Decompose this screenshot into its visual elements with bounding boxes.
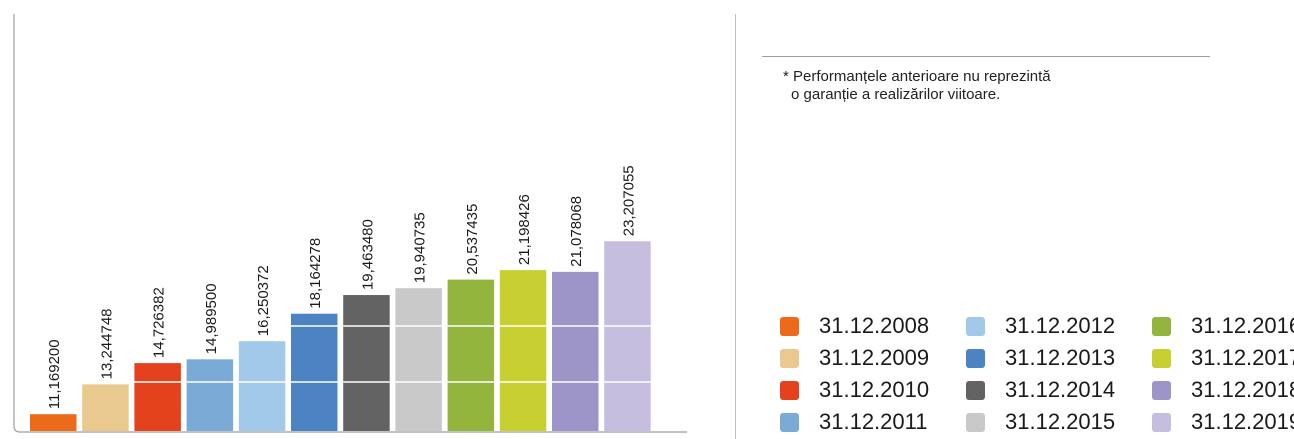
data-label-31.12.2008: 11,169200 [46, 339, 63, 409]
legend-swatch [780, 316, 799, 336]
bar-31.12.2014 [343, 295, 390, 431]
chart-svg: 11,169200 13,244748 14,726382 14,989500 16,2… [13, 14, 687, 433]
legend-item-31.12.2017: 31.12.2017 [1152, 342, 1294, 374]
bar-31.12.2012 [238, 341, 286, 431]
disclaimer-note: * Performanțele anterioare nu reprezintă… [783, 68, 1213, 104]
legend-swatch [1152, 412, 1171, 432]
legend-label: 31.12.2015 [1005, 409, 1116, 434]
legend-item-31.12.2014: 31.12.2014 [966, 374, 1152, 406]
legend-item-31.12.2015: 31.12.2015 [966, 406, 1152, 438]
legend-label: 31.12.2011 [819, 409, 928, 434]
legend-item-31.12.2010: 31.12.2010 [780, 374, 966, 406]
legend-item-31.12.2009: 31.12.2009 [780, 342, 966, 374]
legend-item-31.12.2011: 31.12.2011 [780, 406, 966, 438]
legend-label: 31.12.2014 [1005, 377, 1116, 402]
bar-31.12.2017 [499, 270, 547, 431]
bar-31.12.2015 [395, 288, 442, 431]
data-label-31.12.2010: 14,726382 [151, 287, 168, 358]
legend-item-31.12.2016: 31.12.2016 [1152, 310, 1294, 342]
data-label-31.12.2013: 18,164278 [307, 238, 324, 309]
legend-label: 31.12.2008 [819, 313, 930, 338]
data-label-31.12.2018: 21,078068 [568, 196, 585, 267]
legend-label: 31.12.2018 [1191, 377, 1294, 402]
data-label-31.12.2012: 16,250372 [255, 265, 272, 336]
data-label-31.12.2017: 21,198426 [516, 194, 533, 265]
legend-swatch [780, 380, 799, 400]
bar-31.12.2019 [604, 241, 651, 431]
bar-31.12.2011 [186, 359, 234, 431]
legend-swatch [780, 412, 799, 432]
data-label-31.12.2016: 20,537435 [464, 204, 481, 275]
legend-swatch [1152, 348, 1171, 368]
disclaimer-line-1: * Performanțele anterioare nu reprezintă [783, 68, 1051, 85]
legend-swatch [1152, 316, 1171, 336]
bar-31.12.2010 [134, 363, 181, 431]
legend-label: 31.12.2010 [819, 377, 930, 402]
legend-label: 31.12.2009 [819, 345, 930, 370]
legend-swatch [966, 412, 985, 432]
divider-line [735, 14, 736, 439]
bar-31.12.2013 [291, 313, 338, 431]
bar-31.12.2008 [30, 414, 77, 431]
legend-label: 31.12.2012 [1005, 313, 1116, 338]
axis-corner [13, 425, 21, 433]
legend-label: 31.12.2016 [1191, 313, 1294, 338]
bar-31.12.2016 [447, 279, 495, 431]
data-label-31.12.2015: 19,940735 [412, 212, 429, 283]
legend-swatch [966, 380, 985, 400]
bar-31.12.2018 [552, 271, 599, 431]
legend-swatch [966, 348, 985, 368]
bar-31.12.2009 [82, 384, 129, 431]
legend-label: 31.12.2019 [1191, 409, 1294, 434]
legend-label: 31.12.2017 [1191, 345, 1294, 370]
legend-item-31.12.2013: 31.12.2013 [966, 342, 1152, 374]
legend-item-31.12.2019: 31.12.2019 [1152, 406, 1294, 438]
legend-item-31.12.2008: 31.12.2008 [780, 310, 966, 342]
legend-swatch [966, 316, 985, 336]
legend-item-31.12.2012: 31.12.2012 [966, 310, 1152, 342]
note-rule [762, 56, 1210, 57]
data-label-31.12.2011: 14,989500 [203, 283, 220, 354]
legend-swatch [1152, 380, 1171, 400]
disclaimer-line-2: o garanție a realizărilor viitoare. [791, 86, 1001, 103]
legend-swatch [780, 348, 799, 368]
data-label-31.12.2014: 19,463480 [359, 219, 376, 290]
bar-chart: 11,169200 13,244748 14,726382 14,989500 16,2… [13, 14, 687, 433]
data-label-31.12.2019: 23,207055 [620, 165, 637, 236]
data-label-31.12.2009: 13,244748 [98, 308, 115, 379]
chart-legend: 31.12.2008 31.12.2009 31.12.2010 31.12.2011… [780, 310, 1294, 438]
legend-label: 31.12.2013 [1005, 345, 1116, 370]
legend-item-31.12.2018: 31.12.2018 [1152, 374, 1294, 406]
